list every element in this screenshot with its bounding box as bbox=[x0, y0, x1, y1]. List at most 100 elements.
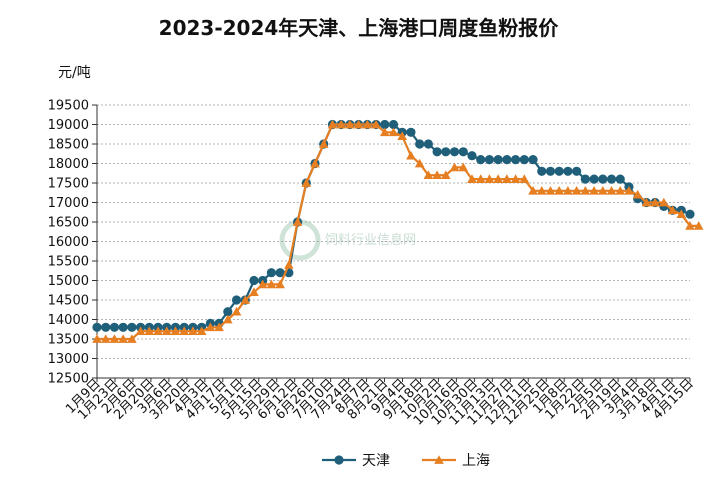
data-point bbox=[571, 186, 582, 195]
data-point bbox=[414, 158, 425, 168]
data-point bbox=[388, 119, 399, 130]
y-tick-label: 15500 bbox=[48, 255, 89, 270]
data-point bbox=[249, 275, 259, 286]
data-point bbox=[432, 170, 442, 180]
data-point bbox=[231, 295, 242, 305]
data-point bbox=[659, 197, 669, 207]
grid bbox=[97, 104, 690, 359]
y-tick-label: 18500 bbox=[48, 138, 89, 153]
legend: 天津 上海 bbox=[322, 453, 490, 469]
data-point bbox=[336, 119, 346, 129]
data-point bbox=[353, 119, 364, 129]
data-point bbox=[467, 151, 477, 161]
data-point bbox=[92, 334, 102, 343]
data-point bbox=[257, 279, 268, 289]
data-point bbox=[476, 155, 486, 165]
data-point bbox=[449, 162, 460, 172]
legend-marker bbox=[434, 455, 444, 464]
data-point bbox=[510, 155, 521, 165]
y-tick-label: 13500 bbox=[48, 333, 89, 348]
data-point bbox=[589, 186, 599, 195]
data-point bbox=[144, 326, 155, 336]
data-point bbox=[484, 155, 495, 165]
y-tick-label: 12500 bbox=[48, 372, 89, 387]
data-point bbox=[693, 221, 704, 230]
legend-label: 上海 bbox=[462, 453, 490, 469]
legend-marker bbox=[334, 455, 344, 465]
y-tick-label: 19500 bbox=[48, 99, 89, 114]
data-point bbox=[519, 174, 530, 183]
data-point bbox=[606, 186, 617, 195]
data-point bbox=[127, 334, 137, 343]
series-line bbox=[97, 123, 699, 341]
y-tick-label: 18000 bbox=[48, 157, 89, 172]
data-point bbox=[214, 322, 224, 332]
y-tick-label: 15000 bbox=[48, 274, 89, 289]
y-tick-label: 16500 bbox=[48, 216, 89, 231]
data-point bbox=[598, 174, 608, 184]
data-point bbox=[467, 174, 477, 183]
watermark-logo bbox=[279, 219, 321, 261]
data-point bbox=[327, 119, 338, 129]
data-point bbox=[397, 131, 408, 141]
data-point bbox=[127, 322, 137, 332]
series-line bbox=[97, 123, 691, 329]
data-point bbox=[415, 139, 425, 149]
data-point bbox=[563, 186, 573, 195]
data-point bbox=[676, 209, 687, 219]
data-point bbox=[223, 307, 233, 317]
y-tick-label: 13000 bbox=[48, 352, 89, 367]
data-point bbox=[153, 326, 163, 336]
data-point bbox=[528, 186, 538, 195]
data-point bbox=[101, 322, 111, 332]
data-point bbox=[449, 147, 460, 157]
data-point bbox=[196, 326, 207, 336]
data-point bbox=[179, 326, 190, 336]
data-point bbox=[301, 178, 312, 187]
data-point bbox=[371, 119, 381, 129]
data-point bbox=[502, 155, 512, 165]
data-point bbox=[379, 127, 390, 137]
y-tick-label: 17500 bbox=[48, 177, 89, 192]
data-point bbox=[345, 119, 355, 129]
watermark: 饲料行业信息网 bbox=[279, 219, 416, 261]
data-point bbox=[632, 189, 643, 199]
data-point bbox=[624, 186, 634, 195]
data-point bbox=[118, 322, 128, 332]
data-point bbox=[554, 186, 564, 195]
watermark-text: 饲料行业信息网 bbox=[325, 232, 416, 248]
chart-title: 2023-2024年天津、上海港口周度鱼粉报价 bbox=[158, 16, 559, 40]
legend-item: 天津 bbox=[322, 453, 390, 469]
data-point bbox=[161, 326, 172, 336]
data-point bbox=[667, 205, 678, 215]
data-point bbox=[406, 150, 416, 160]
data-point bbox=[118, 334, 128, 343]
data-point bbox=[545, 186, 556, 195]
y-tick-label: 14000 bbox=[48, 313, 89, 328]
data-point bbox=[284, 260, 294, 269]
data-point bbox=[528, 155, 538, 165]
data-point bbox=[580, 186, 591, 195]
data-point bbox=[432, 147, 442, 157]
data-point bbox=[275, 279, 285, 289]
data-point bbox=[388, 127, 399, 137]
data-point bbox=[484, 174, 495, 183]
data-point bbox=[135, 326, 146, 336]
data-point bbox=[109, 334, 120, 343]
series-上海 bbox=[92, 119, 704, 343]
data-point bbox=[240, 295, 251, 304]
data-point bbox=[685, 221, 695, 230]
data-point bbox=[275, 268, 285, 278]
data-point bbox=[170, 326, 181, 336]
y-tick-label: 19000 bbox=[48, 118, 89, 133]
data-point bbox=[231, 306, 242, 316]
data-point bbox=[650, 197, 660, 207]
data-point bbox=[545, 166, 556, 176]
data-point bbox=[109, 322, 120, 332]
data-point bbox=[458, 147, 468, 157]
data-point bbox=[423, 170, 434, 180]
data-point bbox=[572, 166, 582, 176]
data-point bbox=[589, 174, 599, 184]
series-天津 bbox=[92, 119, 695, 332]
